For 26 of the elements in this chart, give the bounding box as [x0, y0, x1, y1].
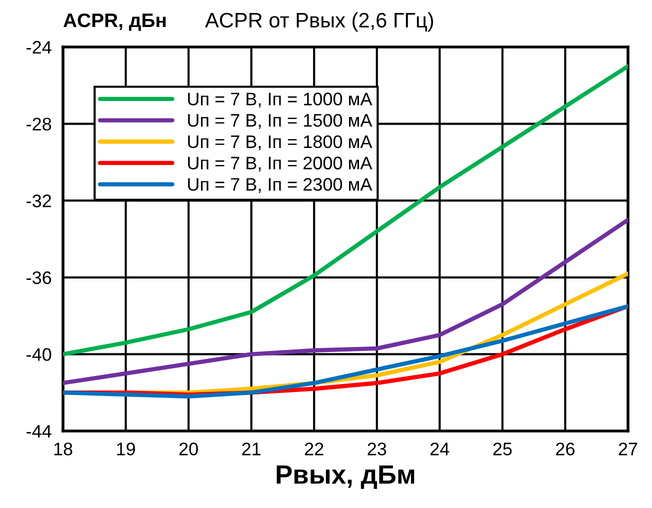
y-tick-label: -40 — [26, 348, 52, 361]
x-tick-label: 18 — [54, 442, 72, 456]
chart-title: ACPR от Pвых (2,6 ГГц) — [205, 12, 434, 32]
x-tick-label: 25 — [493, 442, 512, 456]
line-series — [63, 64, 628, 356]
x-tick-label: 19 — [117, 442, 135, 456]
line-series — [63, 218, 628, 386]
x-tick-label: 26 — [556, 442, 574, 456]
legend-label: Uп = 7 В, Iп = 1000 мА — [188, 92, 372, 108]
y-tick-label: -32 — [26, 194, 51, 208]
x-tick-label: 27 — [618, 442, 638, 456]
legend-label: Uп = 7 В, Iп = 1500 мА — [188, 114, 372, 129]
x-tick-label: 22 — [304, 442, 324, 456]
y-tick-label: -44 — [26, 425, 52, 438]
x-tick-label: 23 — [368, 442, 386, 456]
y-axis-title: ACPR, дБн — [63, 13, 166, 31]
legend-label: Uп = 7 В, Iп = 2000 мА — [188, 156, 372, 172]
x-axis-title: Pвых, дБм — [276, 465, 414, 489]
legend-label: Uп = 7 В, Iп = 1800 мА — [188, 135, 372, 150]
x-tick-label: 21 — [242, 442, 260, 456]
y-tick-label: -24 — [26, 40, 52, 54]
y-tick-label: -36 — [26, 271, 52, 284]
y-tick-label: -28 — [26, 118, 52, 131]
legend-label: Uп = 7 В, Iп = 2300 мА — [188, 178, 372, 193]
x-tick-label: 24 — [430, 442, 450, 456]
x-tick-label: 20 — [179, 442, 198, 456]
